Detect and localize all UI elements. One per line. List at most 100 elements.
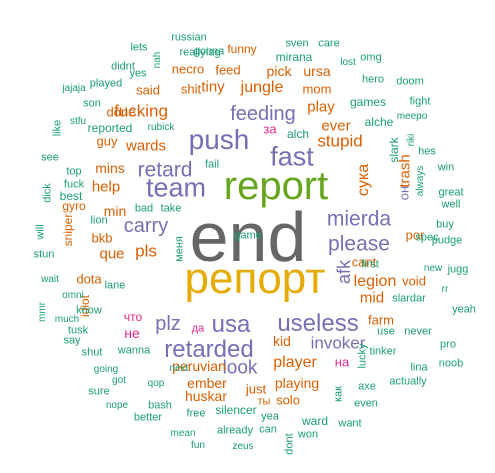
word: nope xyxy=(105,400,129,411)
word: funny xyxy=(227,42,257,56)
word: much xyxy=(54,314,80,325)
word: omg xyxy=(360,51,382,64)
word: free xyxy=(186,407,206,420)
word: huskar xyxy=(184,388,228,404)
word: great xyxy=(438,186,464,199)
word: pro xyxy=(440,338,456,351)
word: usa xyxy=(211,311,251,338)
word: репорт xyxy=(184,254,326,303)
word: slark xyxy=(387,137,401,163)
word: sven xyxy=(285,37,309,50)
word: end xyxy=(189,198,307,276)
word: pick xyxy=(266,63,292,79)
word: tusk xyxy=(67,324,89,337)
word: care xyxy=(318,37,340,50)
word: will xyxy=(34,224,47,240)
word: sure xyxy=(88,385,110,398)
word: mom xyxy=(302,81,332,97)
word: game xyxy=(234,229,262,242)
word: even xyxy=(354,397,378,410)
word: spec xyxy=(415,231,439,244)
word: por xyxy=(405,227,425,243)
word: mean xyxy=(170,428,196,439)
word: min xyxy=(103,203,127,219)
word: please xyxy=(328,232,390,256)
word: fail xyxy=(204,158,220,171)
word: use xyxy=(377,325,395,338)
word: fun xyxy=(191,440,205,451)
word: well xyxy=(441,198,461,211)
word: new xyxy=(423,263,443,274)
word: reported xyxy=(87,121,133,135)
word: retard xyxy=(137,158,193,182)
word: что xyxy=(123,310,143,324)
word: lina xyxy=(410,361,428,374)
word: rubick xyxy=(147,122,175,133)
word: yea xyxy=(261,410,279,423)
word: never xyxy=(404,325,432,338)
word: necro xyxy=(171,61,205,77)
word: dota xyxy=(76,271,102,287)
word: ward xyxy=(301,414,329,428)
word: best xyxy=(59,189,83,203)
word: next xyxy=(169,363,189,374)
word: gonna xyxy=(193,45,225,58)
word: slardar xyxy=(392,292,426,305)
word: actually xyxy=(389,375,427,388)
word: gyro xyxy=(62,199,86,213)
word: better xyxy=(133,411,163,424)
word: know xyxy=(76,304,102,317)
word: jugg xyxy=(447,263,469,276)
word: plz xyxy=(155,313,181,335)
word: noob xyxy=(438,357,464,370)
word: farm xyxy=(368,312,394,328)
word: legion xyxy=(353,273,397,290)
word: games xyxy=(349,95,387,109)
word: mierda xyxy=(326,207,392,231)
word: take xyxy=(160,202,182,215)
word: bkb xyxy=(91,230,113,246)
word: already xyxy=(216,424,254,437)
word: want xyxy=(338,417,362,430)
word: wards xyxy=(125,137,167,155)
word: kid xyxy=(273,333,291,349)
word: omni xyxy=(62,290,84,301)
word: void xyxy=(402,273,426,289)
word: ever xyxy=(321,117,351,135)
word: fuck xyxy=(63,178,85,191)
word: меня xyxy=(173,236,186,262)
word: top xyxy=(66,165,82,178)
word: invoker xyxy=(310,333,366,353)
word: first xyxy=(361,258,379,271)
word: ты xyxy=(257,395,271,408)
word: fast xyxy=(270,141,314,172)
word: stun xyxy=(33,248,55,261)
word: said xyxy=(136,82,160,98)
word: can xyxy=(259,423,277,436)
word: say xyxy=(63,334,81,347)
word: fight xyxy=(409,95,431,108)
word: son xyxy=(83,97,101,110)
word: push xyxy=(188,124,250,155)
word: на xyxy=(334,354,350,370)
word: team xyxy=(145,172,207,203)
word: lucky xyxy=(356,343,369,369)
word: dick xyxy=(41,183,54,203)
word: lets xyxy=(130,41,148,54)
word: didnt xyxy=(111,60,135,73)
word: tinker xyxy=(369,345,397,358)
word: nah xyxy=(152,51,163,69)
word: retarded xyxy=(164,336,254,363)
word: да xyxy=(191,322,205,335)
word: play xyxy=(307,98,335,116)
word: ursa xyxy=(303,63,331,79)
word: lost xyxy=(340,57,356,68)
word: reallylag xyxy=(179,46,221,59)
word: jungle xyxy=(240,79,284,96)
word: bash xyxy=(148,399,172,412)
word: carry xyxy=(123,215,169,237)
word: help xyxy=(91,178,121,196)
word: see xyxy=(41,151,59,164)
word: got xyxy=(112,375,126,386)
